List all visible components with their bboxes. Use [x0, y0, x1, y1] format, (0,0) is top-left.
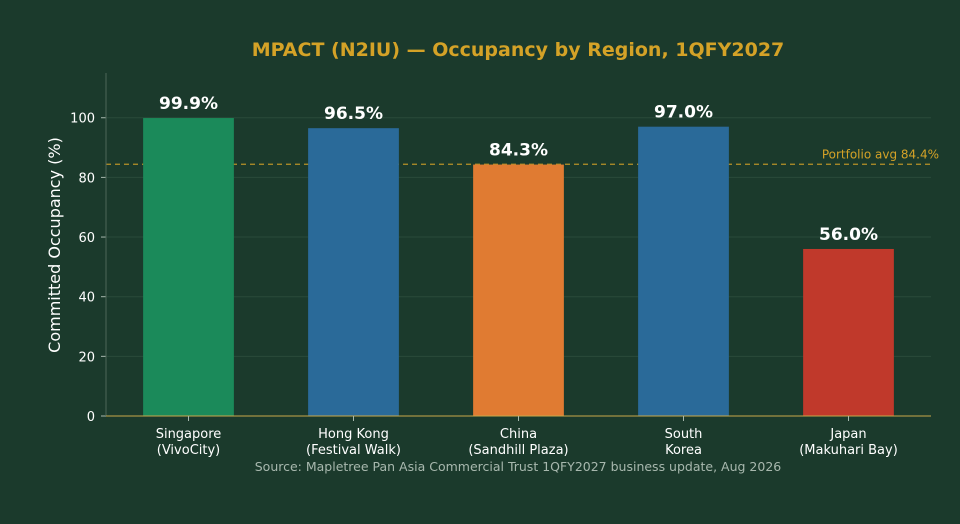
- y-tick-label: 100: [70, 112, 95, 127]
- x-tick-label: China: [500, 427, 537, 442]
- bar: [473, 164, 564, 416]
- x-tick-label: Korea: [665, 443, 702, 458]
- reference-line-group: Portfolio avg 84.4%: [106, 147, 939, 165]
- bar: [308, 128, 399, 416]
- y-axis-label: Committed Occupancy (%): [45, 137, 64, 353]
- bar-value-label: 56.0%: [819, 225, 878, 245]
- bar-value-label: 97.0%: [654, 103, 713, 123]
- bar-value-label: 96.5%: [324, 104, 383, 124]
- source-note: Source: Mapletree Pan Asia Commercial Tr…: [255, 459, 782, 474]
- y-tick-label: 60: [78, 231, 95, 246]
- bar: [143, 118, 234, 417]
- bar-value-label: 84.3%: [489, 141, 548, 161]
- bar: [803, 248, 894, 416]
- x-tick-label: Hong Kong: [318, 427, 389, 442]
- x-tick-label: Singapore: [156, 427, 222, 442]
- x-tick-label: (VivoCity): [157, 443, 221, 458]
- y-tick-label: 0: [87, 410, 95, 425]
- x-tick-label: South: [665, 427, 703, 442]
- x-tick-label: (Makuhari Bay): [799, 443, 898, 458]
- y-tick-label: 80: [78, 171, 95, 186]
- y-tick-label: 20: [78, 350, 95, 365]
- x-tick-label: Japan: [829, 427, 866, 442]
- x-tick-label: (Festival Walk): [306, 443, 401, 458]
- bar-value-label: 99.9%: [159, 94, 218, 114]
- x-tick-label: (Sandhill Plaza): [468, 443, 568, 458]
- bar: [638, 126, 729, 417]
- axes-group: 0 20 40 60 80 100 Singapore(VivoCity) Hong Kong…: [70, 73, 931, 458]
- chart-title: MPACT (N2IU) — Occupancy by Region, 1QFY…: [252, 39, 785, 61]
- portfolio-average-label: Portfolio avg 84.4%: [822, 147, 939, 161]
- bars-group: 99.9% 96.5% 84.3% 97.0% 56.0%: [143, 94, 894, 417]
- y-tick-label: 40: [78, 291, 95, 306]
